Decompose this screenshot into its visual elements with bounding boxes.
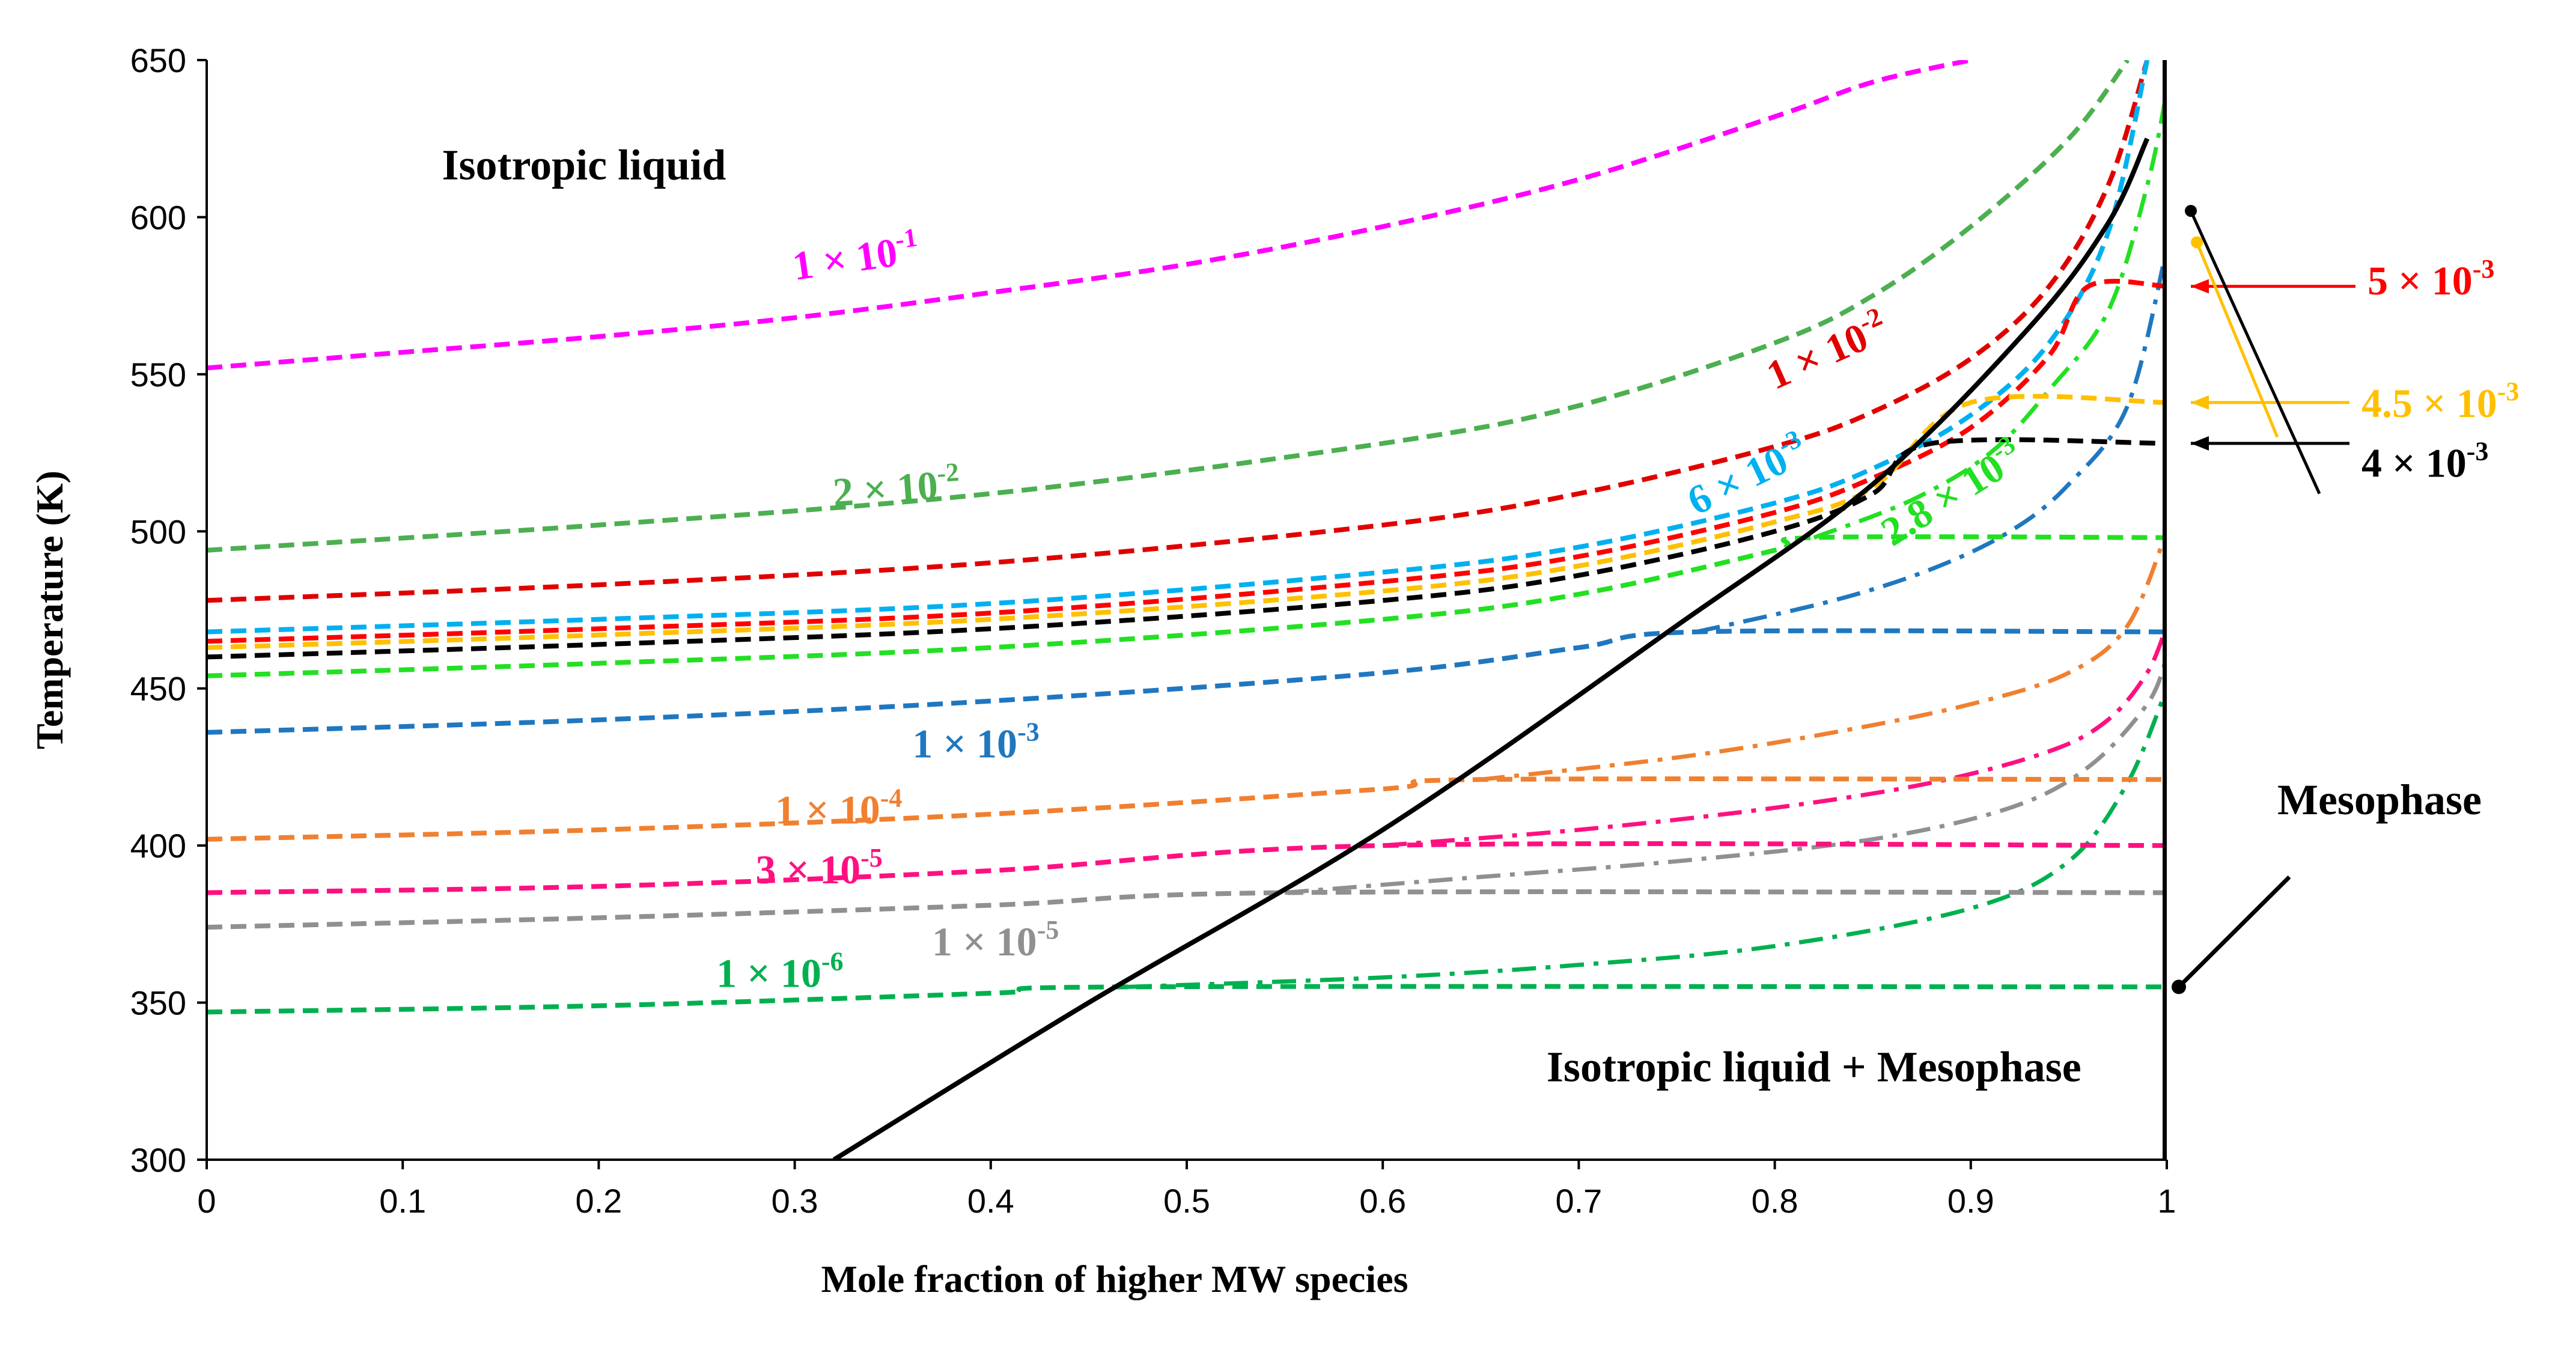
annotation-arrowhead: [2191, 436, 2209, 451]
curve-label-1-10-3: 1 × 10-3: [912, 717, 1039, 767]
annotation-arrowhead: [2185, 204, 2197, 217]
series-1-10-4-mesophase-branch: [1480, 530, 2167, 782]
y-tick-label: 550: [130, 356, 186, 394]
x-tick-label: 0.5: [1163, 1182, 1210, 1220]
region-label-mesophase: Mesophase: [2277, 776, 2482, 824]
y-tick-label: 500: [130, 513, 186, 550]
series-1-10-2: [207, 60, 2150, 603]
annotation-arrow: [2189, 210, 2321, 495]
series-1-10-3: [207, 628, 2167, 735]
x-tick-label: 0.6: [1359, 1182, 1406, 1220]
annotation-arrowhead: [2191, 395, 2209, 410]
y-tick-label: 300: [130, 1141, 186, 1179]
x-tick-label: 0.3: [772, 1182, 818, 1220]
series-6-10-3: [207, 60, 2150, 635]
curve-label-1-10-4: 1 × 10-4: [775, 784, 902, 833]
series-1-10-6: [207, 984, 2167, 1015]
x-tick-label: 0.2: [575, 1182, 622, 1220]
series-1-10-5-mesophase-branch: [1284, 656, 2167, 895]
mesophase-arrow: [2177, 875, 2291, 988]
curve-label-3-10-5: 3 × 10-5: [755, 843, 882, 892]
curve-label-1-10-5: 1 × 10-5: [932, 915, 1059, 964]
series-2-10-2: [207, 60, 2130, 553]
x-tick-label: 1: [2157, 1182, 2176, 1220]
phase-boundary-line: [832, 138, 2150, 1160]
series-3-10-5-mesophase-branch: [1382, 624, 2167, 848]
x-tick-label: 0.7: [1555, 1182, 1602, 1220]
region-label-isotropic: Isotropic liquid: [442, 141, 726, 189]
x-tick-label: 0: [197, 1182, 216, 1220]
annotation-label-5-10-3: 5 × 10-3: [2367, 254, 2494, 303]
annotation-arrowhead: [2191, 236, 2203, 249]
curve-label-1-10-6: 1 × 10-6: [716, 946, 843, 996]
y-tick-label: 350: [130, 984, 186, 1022]
annotation-label-4-5-10-3: 4.5 × 10-3: [2361, 377, 2519, 426]
x-tick-label: 0.9: [1947, 1182, 1994, 1220]
y-tick-label: 400: [130, 827, 186, 865]
curve-label-2-10-2: 2 × 10-2: [831, 457, 961, 516]
y-axis-title: Temperature (K): [28, 470, 71, 749]
series-3-10-5: [207, 841, 2167, 895]
y-tick-label: 600: [130, 198, 186, 236]
series-2-8-10-3-mesophase-branch: [1813, 91, 2167, 540]
series-1-10-6-mesophase-branch: [1127, 687, 2167, 989]
series-1-10-4: [207, 776, 2167, 842]
series-5-10-3: [207, 278, 2167, 644]
region-label-two-phase: Isotropic liquid + Mesophase: [1547, 1043, 2081, 1091]
axes-layer: 0 0.1 0.2 0.3 0.4 0.5 0.6 0.7 0.8 0.9 1 300 350 400 45…: [130, 41, 2176, 1220]
series-layer: [207, 60, 2167, 1160]
y-tick-label: 450: [130, 670, 186, 708]
annotation-arrow: [2195, 242, 2279, 438]
x-tick-label: 0.8: [1752, 1182, 1798, 1220]
annotation-label-4-10-3: 4 × 10-3: [2361, 436, 2488, 486]
annotation-arrowhead: [2191, 279, 2209, 294]
series-1-10-3-mesophase-branch: [1696, 248, 2167, 635]
mesophase-arrowhead: [2172, 979, 2186, 994]
y-tick-label: 650: [130, 41, 186, 79]
series-1-10-1: [207, 60, 1972, 371]
x-axis-title: Mole fraction of higher MW species: [821, 1258, 1408, 1300]
x-tick-label: 0.1: [379, 1182, 426, 1220]
x-tick-label: 0.4: [967, 1182, 1014, 1220]
